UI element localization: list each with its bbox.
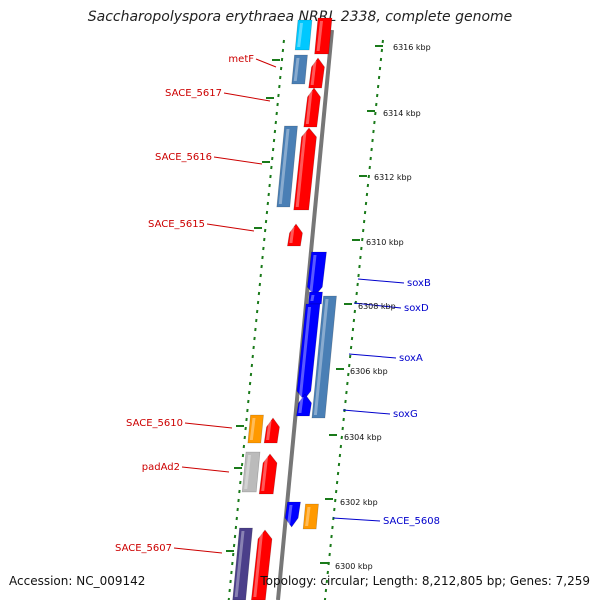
gene-label-soxG[interactable]: soxG xyxy=(393,409,418,420)
gene-SACE_5616-steel-shine xyxy=(278,129,290,204)
gene-red-metF-shine xyxy=(310,61,317,85)
gene-label-SACE_5610[interactable]: SACE_5610 xyxy=(126,418,183,429)
gene-SACE_5608-orange-shine xyxy=(305,507,311,526)
map-title: Saccharopolyspora erythraea NRRL 2338, c… xyxy=(87,9,513,25)
kbp-label-6302: 6302 kbp xyxy=(340,498,378,507)
gene-label-soxD[interactable]: soxD xyxy=(404,303,429,314)
kbp-label-6310: 6310 kbp xyxy=(366,238,404,247)
gene-label-padAd2[interactable]: padAd2 xyxy=(142,462,180,473)
kbp-label-6314: 6314 kbp xyxy=(383,109,421,118)
gene-label-SACE_5607[interactable]: SACE_5607 xyxy=(115,543,172,554)
outer-tick-track-left xyxy=(227,39,285,600)
leader-SACE_5607 xyxy=(173,547,223,554)
gene-SACE_5607-purple-shine xyxy=(234,531,245,597)
leader-soxA xyxy=(348,353,397,359)
gene-SACE_5608-blue xyxy=(284,501,301,528)
leader-soxD xyxy=(353,302,402,309)
kbp-label-6306: 6306 kbp xyxy=(350,367,388,376)
gene-soxB xyxy=(307,251,327,297)
gene-soxB-shine xyxy=(309,255,317,293)
kbp-label-6316: 6316 kbp xyxy=(393,43,431,52)
gene-soxD xyxy=(308,291,323,305)
gene-padAd2-gray xyxy=(241,451,261,493)
outer-tick-track-right xyxy=(323,39,384,600)
gene-SACE_5610-orange xyxy=(247,414,264,444)
label-leader-lines xyxy=(173,58,405,554)
gene-SACE_5608-blue-shine xyxy=(287,505,293,524)
gene-soxA xyxy=(296,303,321,401)
gene-soxG-shine xyxy=(313,299,329,415)
gene-SACE_5607-red xyxy=(251,529,273,600)
gene-SACE_5615-shine xyxy=(289,227,295,243)
gene-label-SACE_5616[interactable]: SACE_5616 xyxy=(155,152,212,163)
gene-labels: metF SACE_5617 SACE_5616 SACE_5615 SACE_… xyxy=(115,54,440,554)
gene-blue-small-shine xyxy=(298,397,304,413)
gene-padAd2-red-shine xyxy=(261,457,268,491)
gene-blue-small xyxy=(296,393,312,417)
topology-text: Topology: circular; Length: 8,212,805 bp… xyxy=(260,574,590,588)
gene-label-soxB[interactable]: soxB xyxy=(407,278,431,289)
gene-SACE_5607-red-shine xyxy=(253,533,263,597)
kbp-major-ticks xyxy=(226,45,383,564)
gene-cyan-top xyxy=(294,19,313,51)
gene-SACE_5610-orange-shine xyxy=(249,418,256,440)
gene-SACE_5610-red xyxy=(263,417,280,444)
gene-soxD-shine xyxy=(310,295,315,301)
gene-SACE_5616-steel xyxy=(276,125,298,208)
leader-SACE_5617 xyxy=(223,92,271,102)
gene-label-SACE_5617[interactable]: SACE_5617 xyxy=(165,88,222,99)
gene-SACE_5616-red-shine xyxy=(295,131,307,207)
gene-padAd2-red xyxy=(258,453,278,495)
kbp-scale-labels: 6316 kbp 6314 kbp 6312 kbp 6310 kbp 6308… xyxy=(335,43,431,571)
leader-SACE_5610 xyxy=(184,422,233,429)
gene-SACE_5616-red xyxy=(293,127,317,211)
kbp-label-6304: 6304 kbp xyxy=(344,433,382,442)
kbp-label-6308: 6308 kbp xyxy=(358,302,396,311)
leader-SACE_5616 xyxy=(213,156,263,165)
leader-soxG xyxy=(342,409,391,415)
gene-SACE_5617-shine xyxy=(305,91,313,124)
gene-padAd2-gray-shine xyxy=(244,455,251,489)
gene-SACE_5607-purple xyxy=(232,527,253,600)
leader-metF xyxy=(255,58,277,68)
leader-SACE_5608 xyxy=(332,517,381,522)
gene-red-top xyxy=(314,17,333,55)
kbp-label-6300: 6300 kbp xyxy=(335,562,373,571)
gene-red-top-shine xyxy=(316,21,323,51)
gene-soxG xyxy=(311,295,337,419)
gene-label-SACE_5615[interactable]: SACE_5615 xyxy=(148,219,205,230)
gene-SACE_5615 xyxy=(287,223,303,247)
kbp-label-6312: 6312 kbp xyxy=(374,173,412,182)
gene-SACE_5610-red-shine xyxy=(266,421,272,440)
gene-label-metF[interactable]: metF xyxy=(228,54,254,65)
leader-SACE_5615 xyxy=(206,223,255,232)
gene-soxA-shine xyxy=(298,307,311,397)
gene-features xyxy=(232,17,337,600)
leader-padAd2 xyxy=(181,466,230,473)
gene-red-metF xyxy=(308,57,325,89)
accession-text: Accession: NC_009142 xyxy=(9,574,146,588)
gene-metF xyxy=(291,54,308,85)
gene-label-soxA[interactable]: soxA xyxy=(399,353,423,364)
leader-soxB xyxy=(357,278,405,284)
gene-cyan-top-shine xyxy=(297,23,303,47)
gene-SACE_5608-orange xyxy=(302,503,319,530)
gene-label-SACE_5608[interactable]: SACE_5608 xyxy=(383,516,440,527)
gene-SACE_5617 xyxy=(303,87,321,128)
gene-metF-shine xyxy=(293,58,300,81)
